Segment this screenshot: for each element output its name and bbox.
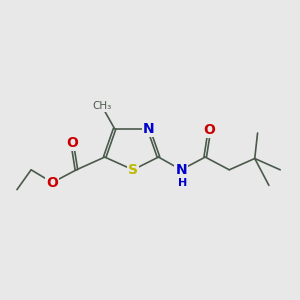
Text: N: N xyxy=(143,122,154,136)
Text: N: N xyxy=(175,163,187,177)
Text: O: O xyxy=(66,136,78,150)
Text: O: O xyxy=(46,176,58,190)
Text: H: H xyxy=(178,178,187,188)
Text: CH₃: CH₃ xyxy=(92,101,112,111)
Text: S: S xyxy=(128,163,138,177)
Text: O: O xyxy=(203,123,215,137)
